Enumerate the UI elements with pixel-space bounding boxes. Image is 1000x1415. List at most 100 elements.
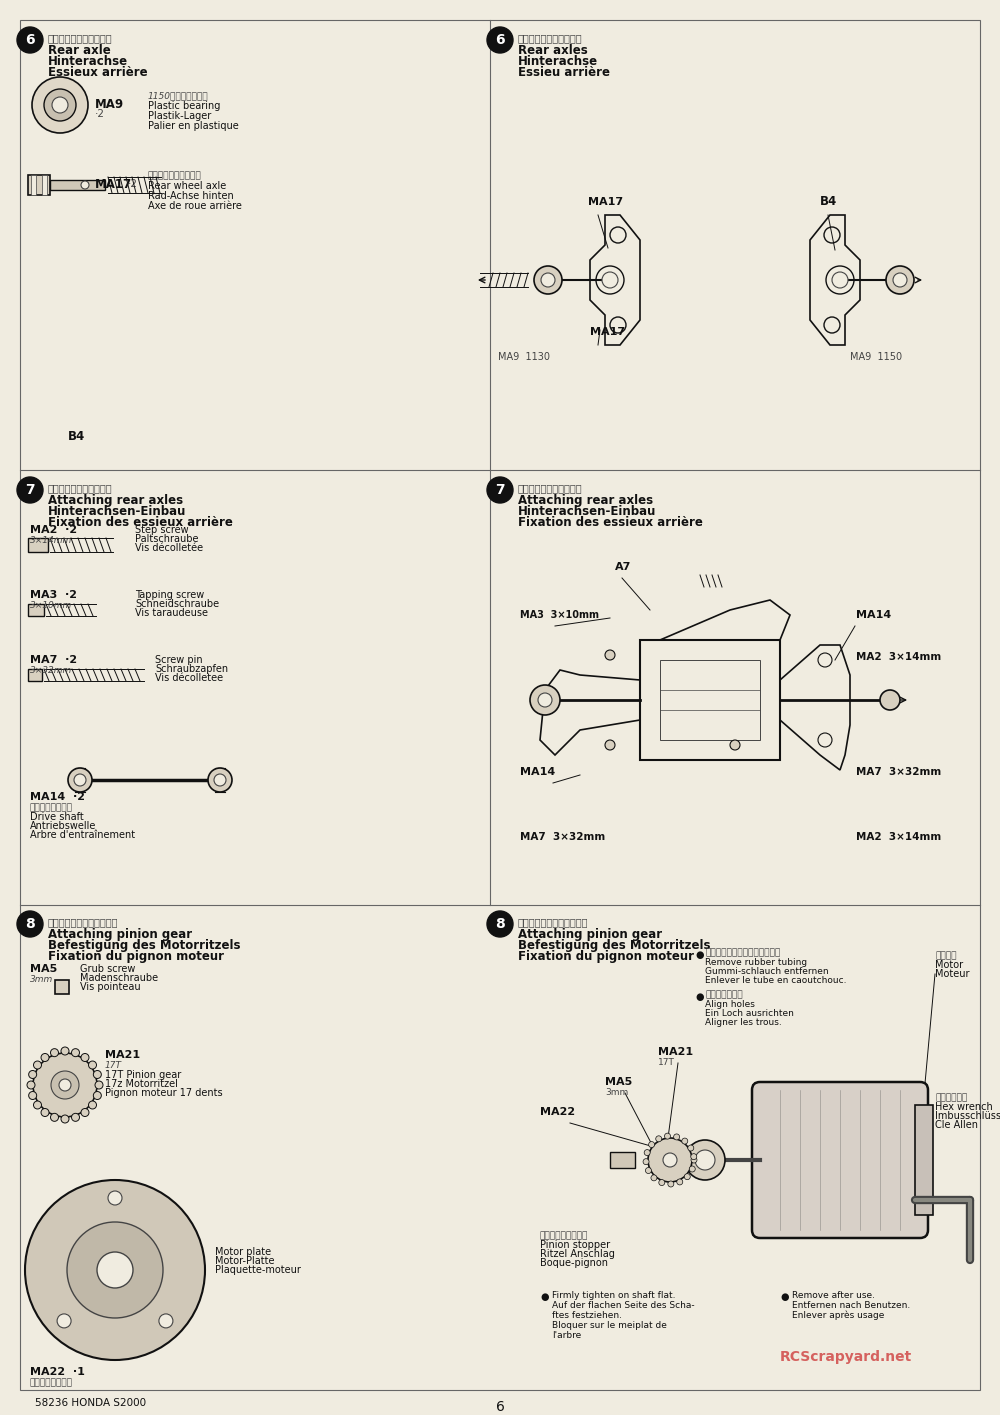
Circle shape [33, 1101, 41, 1109]
Circle shape [685, 1140, 725, 1180]
Text: Attaching pinion gear: Attaching pinion gear [518, 928, 662, 941]
Circle shape [538, 693, 552, 708]
Text: Fixation des essieux arrière: Fixation des essieux arrière [518, 516, 703, 529]
Text: Hex wrench: Hex wrench [935, 1102, 993, 1112]
Circle shape [81, 1108, 89, 1116]
Text: 6: 6 [25, 33, 35, 47]
Text: リヤアクスルの組み立て: リヤアクスルの組み立て [518, 33, 583, 42]
Circle shape [74, 774, 86, 785]
Text: Vis pointeau: Vis pointeau [80, 982, 141, 992]
Text: MA21: MA21 [105, 1050, 140, 1060]
Circle shape [643, 1159, 649, 1165]
Text: Enlever après usage: Enlever après usage [792, 1310, 884, 1320]
Text: Madenschraube: Madenschraube [80, 974, 158, 983]
Text: Motor plate: Motor plate [215, 1247, 271, 1257]
Circle shape [93, 1091, 101, 1099]
Text: Plaquette-moteur: Plaquette-moteur [215, 1265, 301, 1275]
Circle shape [67, 1223, 163, 1317]
Text: リヤアクスルの組み立て: リヤアクスルの組み立て [48, 33, 113, 42]
Text: ピニオンギヤーの取り付け: ピニオンギヤーの取り付け [518, 917, 588, 927]
Text: MA7  ·2: MA7 ·2 [30, 655, 77, 665]
Text: MA17: MA17 [95, 178, 132, 191]
Text: Imbusschlüssel: Imbusschlüssel [935, 1111, 1000, 1121]
Circle shape [644, 1149, 650, 1156]
Text: 六角棒レンチ: 六角棒レンチ [935, 1092, 967, 1102]
Text: Rear axles: Rear axles [518, 44, 588, 57]
Text: 1150プラベアリング: 1150プラベアリング [148, 91, 209, 100]
Text: 6: 6 [496, 1399, 504, 1414]
Text: MA3  3×10mm: MA3 3×10mm [520, 610, 599, 620]
Text: リヤアクスルの取り付け: リヤアクスルの取り付け [48, 483, 113, 492]
Text: リヤアクスルの取り付け: リヤアクスルの取り付け [518, 483, 583, 492]
Text: Aligner les trous.: Aligner les trous. [705, 1017, 782, 1027]
Text: Hinterachse: Hinterachse [518, 55, 598, 68]
Text: ●: ● [780, 1292, 788, 1302]
Text: B4: B4 [820, 195, 837, 208]
Circle shape [50, 1114, 58, 1121]
Text: ●: ● [695, 949, 704, 959]
Circle shape [17, 911, 43, 937]
Text: MA22  ·1: MA22 ·1 [30, 1367, 85, 1377]
Text: Paltschraube: Paltschraube [135, 533, 198, 543]
Text: 17T Pinion gear: 17T Pinion gear [105, 1070, 181, 1080]
Text: Entfernen nach Benutzen.: Entfernen nach Benutzen. [792, 1300, 910, 1310]
Text: MA2  ·2: MA2 ·2 [30, 525, 77, 535]
Text: Plastik-Lager: Plastik-Lager [148, 110, 211, 122]
Bar [31, 175, 36, 195]
Text: Grub screw: Grub screw [80, 964, 135, 974]
Circle shape [17, 27, 43, 52]
Text: Align holes: Align holes [705, 1000, 755, 1009]
Text: Screw pin: Screw pin [155, 655, 203, 665]
Text: Fixation du pignon moteur: Fixation du pignon moteur [48, 949, 224, 964]
Bar [660, 659, 760, 740]
Text: 8: 8 [25, 917, 35, 931]
Bar [28, 538, 48, 552]
Text: 17z Motorritzel: 17z Motorritzel [105, 1080, 178, 1090]
Text: MA2  3×14mm: MA2 3×14mm [856, 652, 941, 662]
Text: MA5: MA5 [30, 964, 57, 974]
Text: Pignon moteur 17 dents: Pignon moteur 17 dents [105, 1088, 223, 1098]
Text: ·2: ·2 [95, 109, 105, 119]
Text: Plastic bearing: Plastic bearing [148, 100, 220, 110]
Circle shape [886, 266, 914, 294]
Circle shape [29, 1071, 37, 1078]
Text: Hinterachsen-Einbau: Hinterachsen-Einbau [48, 505, 186, 518]
Circle shape [68, 768, 92, 792]
Text: ftes festziehen.: ftes festziehen. [552, 1312, 622, 1320]
Circle shape [730, 740, 740, 750]
Text: 3mm: 3mm [30, 975, 53, 983]
Circle shape [602, 272, 618, 289]
Text: Essieux arrière: Essieux arrière [48, 67, 148, 79]
Text: ピニオンストッパー: ピニオンストッパー [540, 1231, 588, 1240]
Circle shape [677, 1179, 683, 1184]
Text: Attaching rear axles: Attaching rear axles [518, 494, 653, 507]
Circle shape [50, 1049, 58, 1057]
Circle shape [97, 1252, 133, 1288]
Circle shape [691, 1157, 697, 1163]
Circle shape [81, 181, 89, 190]
Text: Axe de roue arrière: Axe de roue arrière [148, 201, 242, 211]
Circle shape [57, 1315, 71, 1327]
Text: 8: 8 [495, 917, 505, 931]
Circle shape [41, 1108, 49, 1116]
Circle shape [668, 1182, 674, 1187]
Text: MA17: MA17 [588, 197, 623, 207]
Text: B4: B4 [68, 430, 85, 443]
Text: Arbre d'entraînement: Arbre d'entraînement [30, 831, 135, 841]
Circle shape [645, 1167, 651, 1173]
Text: Remove rubber tubing: Remove rubber tubing [705, 958, 807, 966]
Text: Vis décolletee: Vis décolletee [155, 674, 223, 683]
Bar [28, 175, 50, 195]
Text: トライフシャフト: トライフシャフト [30, 802, 73, 812]
Circle shape [93, 1071, 101, 1078]
Circle shape [44, 89, 76, 122]
Bar [915, 1105, 933, 1215]
Text: 3×32mm: 3×32mm [30, 666, 72, 675]
Circle shape [72, 1049, 80, 1057]
Text: Remove after use.: Remove after use. [792, 1290, 875, 1300]
Text: Pinion stopper: Pinion stopper [540, 1240, 610, 1249]
Circle shape [695, 1150, 715, 1170]
Circle shape [61, 1115, 69, 1124]
Text: Gummi-schlauch entfernen: Gummi-schlauch entfernen [705, 966, 829, 976]
Circle shape [487, 477, 513, 502]
